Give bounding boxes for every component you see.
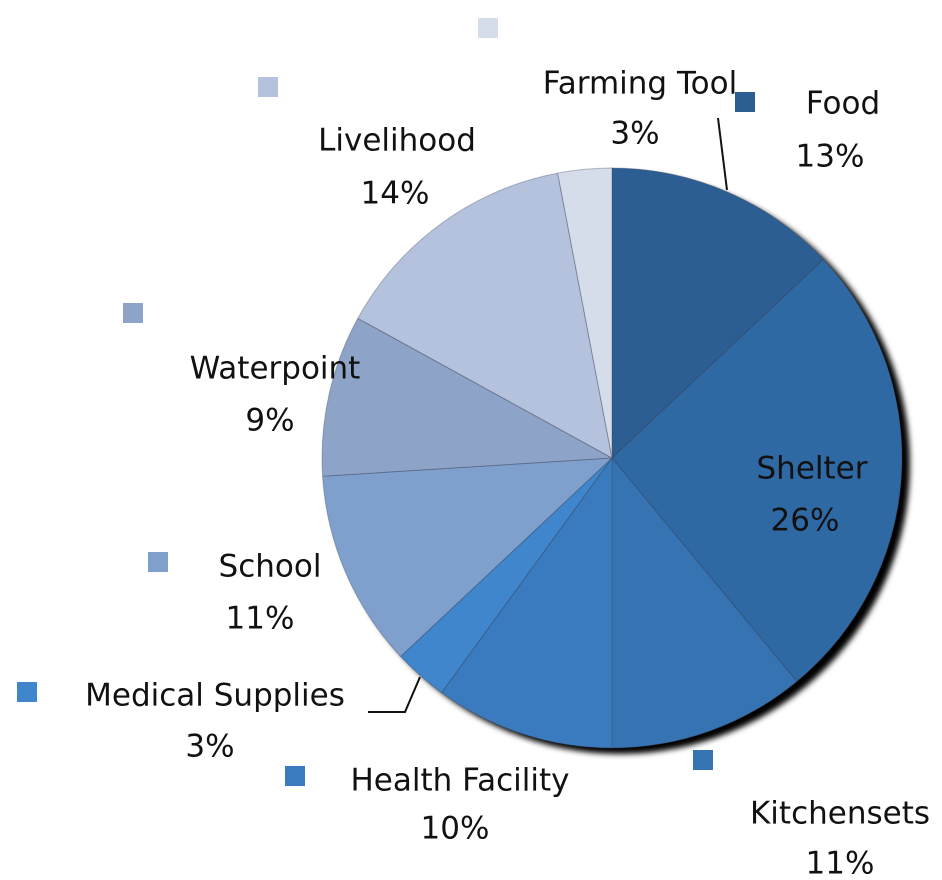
- legend-swatch: [17, 682, 37, 702]
- pie-slice: [557, 167, 613, 459]
- slice-label: Waterpoint: [190, 351, 361, 387]
- slice-label: Health Facility: [350, 763, 569, 799]
- pie-slice: [399, 457, 613, 694]
- legend-swatch: [735, 92, 755, 112]
- legend-swatch: [258, 77, 278, 97]
- slice-value-label: 13%: [796, 139, 865, 175]
- slice-value-label: 9%: [245, 403, 294, 439]
- legend-swatch: [148, 552, 168, 572]
- slice-label: Livelihood: [318, 123, 476, 159]
- legend-swatch: [123, 303, 143, 323]
- slice-value-label: 14%: [361, 176, 430, 212]
- slice-label: Shelter: [757, 451, 868, 487]
- slice-value-label: 10%: [421, 811, 490, 847]
- slice-label: Medical Supplies: [85, 678, 345, 714]
- leader-line: [717, 117, 728, 191]
- legend-swatch: [700, 455, 720, 475]
- pie-slice: [322, 457, 614, 658]
- pie-slice: [611, 258, 903, 683]
- slice-label: Farming Tool: [543, 66, 737, 102]
- legend-swatch: [478, 18, 498, 38]
- slice-label: Food: [806, 86, 880, 122]
- legend-swatch: [693, 750, 713, 770]
- slice-value-label: 26%: [771, 503, 840, 539]
- pie-slice: [611, 167, 825, 460]
- labels: Food 13% Shelter 26% Kitchensets 11% Health Fa…: [17, 18, 930, 880]
- slice-value-label: 11%: [226, 601, 295, 637]
- pie-slice: [321, 317, 614, 477]
- pie-slice: [611, 456, 798, 749]
- slice-value-label: 3%: [185, 729, 234, 765]
- leader-line: [368, 676, 421, 713]
- slice-label: Kitchensets: [750, 796, 930, 832]
- pie-slice: [357, 172, 613, 459]
- slice-value-label: 3%: [610, 116, 659, 152]
- slice-value-label: 11%: [806, 846, 875, 880]
- legend-swatch: [285, 766, 305, 786]
- slice-label: School: [219, 549, 322, 585]
- pie-slice: [440, 456, 613, 749]
- pie: [321, 167, 903, 749]
